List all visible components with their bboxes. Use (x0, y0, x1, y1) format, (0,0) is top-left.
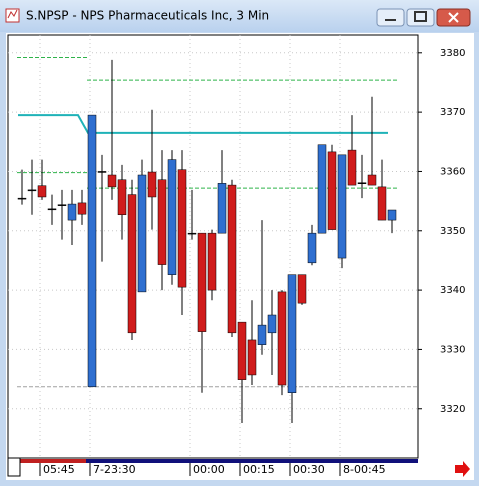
candle-body (127, 194, 137, 334)
candle-body (27, 189, 37, 192)
candle-body (317, 144, 327, 234)
candle-body (237, 321, 247, 380)
app-icon-graph (7, 9, 18, 19)
candle-body (17, 197, 27, 200)
candle-body (117, 179, 127, 216)
candle-body (307, 232, 317, 264)
candle-body (197, 232, 207, 332)
trend-line (18, 114, 388, 134)
maximize-button[interactable] (406, 8, 435, 27)
candle-body (287, 274, 297, 393)
x-tick-label: 00:00 (193, 463, 225, 476)
y-tick-label: 3350 (440, 226, 465, 237)
maximize-icon (414, 11, 427, 22)
y-tick-label: 3340 (440, 285, 465, 296)
corner-box (7, 457, 21, 477)
candle-body (87, 114, 97, 388)
candle-body (137, 174, 147, 293)
candle-body (67, 203, 77, 221)
candle-body (357, 182, 367, 184)
candle-body (377, 186, 387, 221)
scroll-arrow[interactable] (455, 461, 470, 477)
candle-body (207, 232, 217, 291)
candle-body (227, 184, 237, 334)
candle-body (217, 183, 227, 234)
candle-body (47, 208, 57, 211)
time-bar (20, 459, 418, 463)
x-tick-label: 8-00:45 (343, 463, 386, 476)
candle-body (347, 149, 357, 186)
candle-body (97, 171, 107, 173)
x-tick-label: 7-23:30 (93, 463, 136, 476)
y-tick-label: 3370 (440, 107, 465, 118)
minimize-button[interactable] (376, 8, 405, 27)
candle-body (277, 291, 287, 386)
candle-body (157, 179, 167, 265)
close-icon (448, 12, 459, 23)
candle-body (387, 209, 397, 221)
y-tick-label: 3320 (440, 404, 465, 415)
candle-body (57, 204, 67, 206)
candle-body (337, 154, 347, 259)
y-tick-label: 3330 (440, 344, 465, 355)
window-buttons[interactable] (376, 8, 471, 27)
y-tick-label: 3360 (440, 166, 465, 177)
candle-body (77, 202, 87, 215)
candle-body (147, 171, 157, 198)
candle-body (297, 274, 307, 304)
x-tick-label: 00:30 (293, 463, 325, 476)
candle-body (177, 169, 187, 288)
candle-body (247, 339, 257, 376)
candle-body (167, 159, 177, 275)
candle-body (107, 174, 117, 188)
candle-body (187, 232, 197, 235)
window-title: S.NPSP - NPS Pharmaceuticals Inc, 3 Min (26, 9, 269, 23)
x-tick-label: 00:15 (243, 463, 275, 476)
candle-body (267, 314, 277, 334)
y-tick-label: 3380 (440, 48, 465, 59)
candle-body (37, 185, 47, 198)
minimize-icon (385, 19, 396, 21)
candle-body (367, 174, 377, 186)
candle-body (257, 324, 267, 345)
plot: 3320 3330 3340 3350 3360 3370 3380 05:45 7-23:30… (8, 35, 465, 476)
x-tick-label: 05:45 (43, 463, 75, 476)
candle-body (327, 151, 337, 230)
time-bar-marker (20, 459, 86, 463)
